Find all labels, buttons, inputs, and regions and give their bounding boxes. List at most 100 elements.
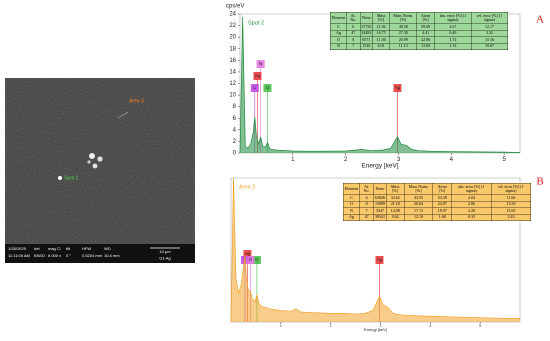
particle bbox=[89, 153, 95, 159]
table-cell: 54.38 bbox=[432, 194, 452, 202]
spectrum-line bbox=[239, 16, 521, 154]
particle bbox=[58, 176, 62, 180]
table-cell: 47 bbox=[358, 213, 375, 222]
x-tick-label: 1 bbox=[280, 324, 282, 328]
table-cell: 3.32 bbox=[470, 29, 509, 38]
results-table: Element At. No. Netto Mass [%] Mass Norm. [%… bbox=[343, 183, 532, 222]
info-text: 10.4 mm bbox=[104, 253, 120, 258]
particle bbox=[92, 163, 98, 169]
particle bbox=[87, 160, 91, 164]
info-text: BSED bbox=[34, 253, 45, 258]
table-cell: 40.58 bbox=[389, 23, 418, 31]
table-cell: C bbox=[330, 23, 347, 31]
peak-box bbox=[393, 84, 402, 92]
y-tick-label: 4 bbox=[233, 127, 237, 133]
x-tick-label: 3 bbox=[397, 157, 401, 163]
table-header: rel. error [%] (1 sigma) bbox=[470, 12, 509, 24]
table-cell: 12.10 bbox=[403, 213, 434, 222]
info-text: tilt bbox=[66, 246, 71, 251]
peak-box bbox=[250, 84, 259, 92]
spectrum-line bbox=[230, 177, 520, 323]
table-cell: O bbox=[330, 36, 347, 44]
table-header: Atom [%] bbox=[432, 183, 452, 195]
table-header: abs. error [%] (1 sigma) bbox=[450, 183, 492, 195]
y-tick-label: 8 bbox=[233, 104, 237, 110]
table-cell: 3347 bbox=[373, 207, 387, 215]
region-label: Spot 2 bbox=[64, 175, 79, 181]
table-cell: 13.50 bbox=[490, 200, 532, 209]
results-table: Element At. No. Netto Mass [%] Mass Norm. [%… bbox=[330, 12, 509, 51]
y-axis-label: cps/eV bbox=[226, 4, 244, 10]
table-header: Netto bbox=[359, 12, 374, 24]
table-cell: N bbox=[330, 42, 347, 51]
table-cell: 8 bbox=[345, 36, 361, 44]
table-cell: 13.84 bbox=[416, 42, 435, 51]
peak-label: N bbox=[249, 257, 252, 262]
y-tick-label: 22 bbox=[229, 23, 236, 29]
peak-label: C bbox=[253, 85, 257, 90]
table-cell: 47 bbox=[345, 29, 361, 38]
info-text: mag ☐ bbox=[48, 246, 61, 251]
table-cell: 21.92 bbox=[372, 23, 391, 31]
x-tick-label: 4 bbox=[450, 157, 454, 163]
table-cell: 6 bbox=[358, 194, 375, 202]
peak-box bbox=[243, 250, 252, 258]
table-cell: 12.17 bbox=[470, 23, 509, 31]
table-cell: C bbox=[343, 194, 360, 202]
table-cell: 2.20 bbox=[450, 207, 492, 215]
series-label: Area 3 bbox=[239, 184, 255, 190]
x-tick-label: 4 bbox=[429, 324, 431, 328]
x-tick-label: 5 bbox=[502, 157, 506, 163]
info-text: HFW bbox=[82, 246, 91, 251]
y-tick-label: 2 bbox=[233, 139, 237, 145]
table-cell: 3.43 bbox=[490, 213, 532, 222]
info-text: det bbox=[34, 246, 40, 251]
table-header: Element bbox=[343, 183, 360, 195]
table-cell: 22.86 bbox=[416, 36, 435, 44]
table-cell: Ag bbox=[343, 213, 360, 222]
info-text: 0.5204 mm bbox=[82, 253, 103, 258]
table-header: abs. error [%] (1 sigma) bbox=[433, 12, 472, 24]
y-tick-label: 12 bbox=[229, 81, 236, 87]
table-header: Atom [%] bbox=[416, 12, 435, 24]
sample-label: G1-Ag bbox=[159, 256, 171, 261]
table-cell: 8 bbox=[358, 200, 375, 209]
peak-box bbox=[253, 72, 262, 80]
info-text: 8 000 x bbox=[48, 253, 61, 258]
x-axis-label: Energy [keV] bbox=[361, 163, 398, 170]
x-tick-label: 2 bbox=[330, 324, 332, 328]
table-cell: 2.86 bbox=[450, 200, 492, 209]
y-tick-label: 16 bbox=[229, 58, 236, 64]
peak-label: Ag bbox=[377, 257, 383, 262]
table-cell: 6571 bbox=[359, 36, 374, 44]
info-text: 0 ° bbox=[66, 253, 71, 258]
info-text: WD bbox=[104, 246, 111, 251]
table-cell: 7 bbox=[358, 207, 375, 215]
table-cell: 32482 bbox=[359, 29, 374, 38]
series-label: Spot 2 bbox=[248, 20, 264, 26]
peak-label: N bbox=[259, 61, 262, 66]
table-cell: 14.08 bbox=[385, 207, 405, 215]
x-tick-label: 1 bbox=[291, 157, 295, 163]
table-cell: 13989 bbox=[373, 200, 387, 209]
table-cell: 1.68 bbox=[432, 213, 452, 222]
table-header: Element bbox=[330, 12, 347, 24]
table-cell: 11.13 bbox=[389, 42, 418, 51]
peak-box bbox=[246, 256, 255, 264]
peak-label: O bbox=[266, 85, 270, 90]
sem-image bbox=[5, 78, 195, 263]
panel-label: A bbox=[536, 14, 544, 26]
peak-label: Ag bbox=[395, 85, 401, 90]
table-cell: 17.72 bbox=[403, 207, 434, 215]
particle bbox=[97, 156, 103, 162]
table-cell: N bbox=[343, 207, 360, 215]
table-cell: 15.16 bbox=[470, 36, 509, 44]
panel-label: B bbox=[536, 176, 543, 188]
table-cell: O bbox=[343, 200, 360, 209]
table-cell: 59.69 bbox=[416, 23, 435, 31]
info-text: 1/28/2025 bbox=[8, 246, 27, 251]
table-cell: 19.07 bbox=[470, 42, 509, 51]
table-cell: 37750 bbox=[359, 23, 374, 31]
scale-label: 10 μm bbox=[159, 249, 171, 254]
